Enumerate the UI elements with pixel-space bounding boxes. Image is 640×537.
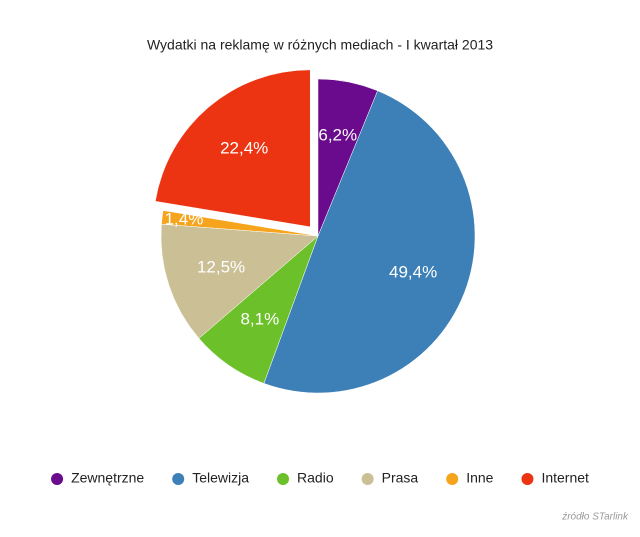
pie-slice	[160, 223, 319, 339]
slice-label: 1,4%	[165, 209, 204, 228]
legend-marker	[277, 473, 290, 485]
legend-label: Inne	[466, 470, 493, 486]
legend-label: Zewnętrzne	[71, 470, 144, 486]
legend-label: Radio	[297, 470, 334, 486]
slice-label: 8,1%	[240, 309, 279, 328]
legend-label: Telewizja	[192, 470, 249, 486]
slice-label: 49,4%	[389, 262, 437, 281]
legend-marker	[51, 473, 64, 485]
legend-marker	[361, 473, 374, 485]
legend-marker	[521, 473, 534, 485]
pie-slice	[263, 90, 476, 394]
chart-title: Wydatki na reklamę w różnych mediach - I…	[147, 37, 493, 53]
source-note: źródło STarlink	[561, 512, 629, 523]
slice-label: 12,5%	[197, 257, 245, 276]
legend-label: Internet	[541, 470, 589, 486]
legend-label: Prasa	[382, 470, 419, 486]
slice-label: 6,2%	[318, 125, 357, 144]
slice-label: 22,4%	[220, 139, 268, 158]
pie-slice	[155, 69, 311, 228]
pie-slice	[161, 210, 319, 237]
legend-marker	[446, 473, 459, 485]
legend-marker	[172, 473, 185, 485]
